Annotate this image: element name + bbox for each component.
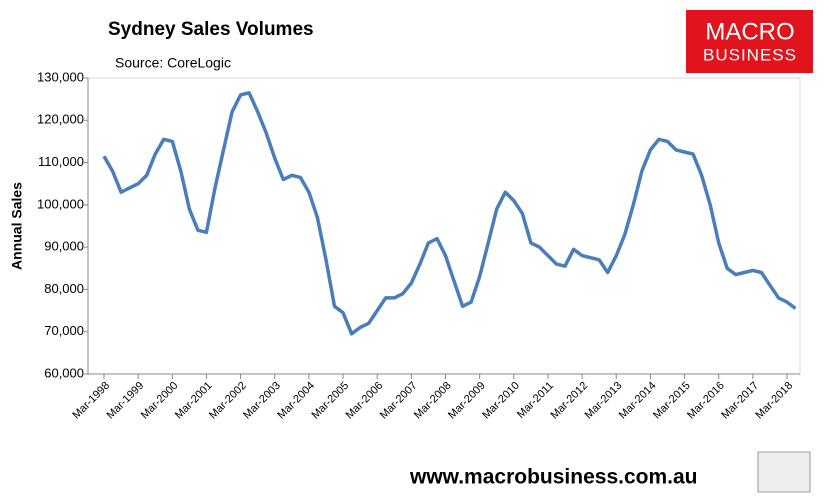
- chart-subtitle: Source: CoreLogic: [115, 55, 231, 71]
- chart-title: Sydney Sales Volumes: [108, 19, 314, 40]
- x-tick-label: Mar-2010: [480, 380, 522, 422]
- logo-icon: [757, 451, 811, 493]
- y-tick-label: 130,000: [37, 69, 84, 84]
- y-tick-label: 90,000: [44, 239, 84, 254]
- footer: www.macrobusiness.com.au: [409, 466, 697, 489]
- line: [102, 91, 797, 336]
- x-tick-label: Mar-2018: [753, 380, 795, 422]
- y-tick-label: 70,000: [44, 323, 84, 338]
- logo-text: BUSINESS: [703, 45, 797, 64]
- y-tick-label: 60,000: [44, 365, 84, 380]
- y-tick-label: 80,000: [44, 281, 84, 296]
- y-tick-label: 110,000: [38, 154, 84, 169]
- y-tick-label: 120,000: [37, 112, 84, 127]
- logo-box: [686, 10, 813, 73]
- logo-text: MACRO: [705, 18, 794, 45]
- y-tick-label: 100,000: [37, 196, 84, 211]
- y-axis-label: Annual Sales: [9, 182, 25, 270]
